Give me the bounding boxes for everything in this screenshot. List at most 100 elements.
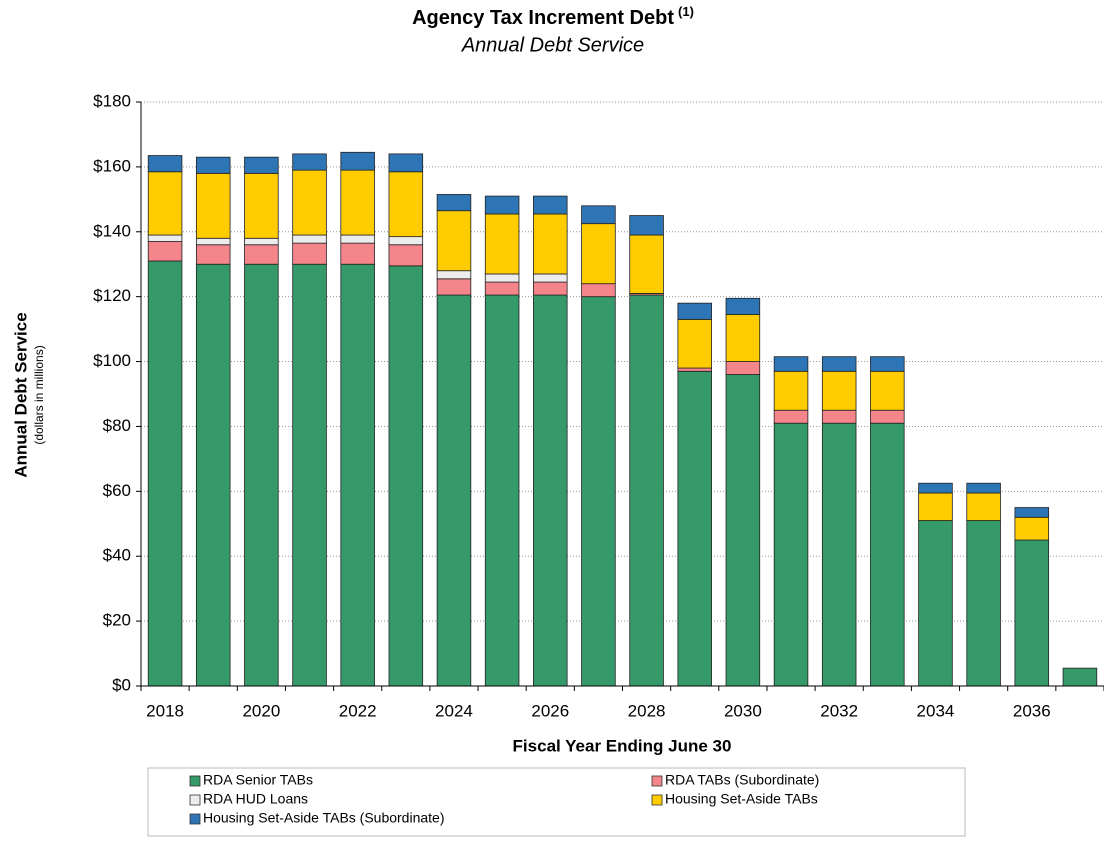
bar-segment (870, 370, 905, 411)
legend-label: RDA Senior TABs (203, 772, 313, 788)
bar-segment (773, 409, 809, 424)
bar-segment (292, 263, 327, 687)
bar-segment (147, 234, 183, 242)
bar-segment (677, 302, 712, 320)
bar-segment (244, 172, 279, 239)
bar-segment (918, 520, 953, 687)
bar-segment (918, 492, 953, 521)
bar-segment (484, 281, 520, 296)
bar-segment (340, 242, 375, 265)
bar-segment (484, 294, 520, 687)
x-tick-label: 2022 (339, 701, 377, 720)
bar-segment (1014, 516, 1050, 541)
bar-segment (581, 296, 616, 687)
bar-segment (484, 195, 520, 215)
bar-segment (292, 169, 327, 236)
bar-segment (195, 244, 231, 265)
bar-segment (966, 492, 1001, 521)
bar-segment (773, 356, 809, 372)
y-tick-label: $60 (103, 481, 131, 500)
bar-segment (244, 244, 279, 265)
bar-segment (244, 263, 279, 687)
bar-segment (147, 241, 183, 262)
bar-segment (436, 194, 472, 212)
bar-segment (629, 215, 664, 236)
y-tick-label: $180 (93, 91, 131, 110)
bar-segment (195, 156, 231, 174)
legend-swatch (189, 775, 201, 787)
bar-segment (821, 422, 857, 687)
bar-segment (147, 260, 183, 687)
y-tick-label: $120 (93, 286, 131, 305)
bar-segment (677, 318, 712, 369)
legend-label: Housing Set-Aside TABs (665, 791, 818, 807)
bar-segment (436, 210, 472, 272)
bar-segment (581, 205, 616, 225)
bar-segment (195, 263, 231, 687)
bar-segment (340, 263, 375, 687)
x-tick-label: 2026 (531, 701, 569, 720)
x-tick-label: 2032 (820, 701, 858, 720)
y-tick-label: $140 (93, 221, 131, 240)
bar-segment (244, 156, 279, 174)
x-tick-label: 2020 (242, 701, 280, 720)
x-tick-label: 2024 (435, 701, 473, 720)
bar-segment (292, 153, 327, 171)
bar-segment (821, 370, 857, 411)
bar-segment (388, 171, 424, 238)
x-tick-label: 2036 (1013, 701, 1051, 720)
y-tick-label: $40 (103, 546, 131, 565)
bar-segment (966, 482, 1001, 494)
legend-swatch (189, 813, 201, 825)
y-tick-label: $100 (93, 351, 131, 370)
x-axis-label: Fiscal Year Ending June 30 (513, 736, 732, 755)
legend-box (147, 767, 966, 837)
bar-segment (725, 361, 761, 375)
bar-segment (581, 283, 616, 298)
bar-segment (388, 265, 424, 687)
bar-segment (1062, 667, 1098, 687)
bar-segment (773, 422, 809, 687)
bar-segment (484, 213, 520, 275)
legend-swatch (189, 794, 201, 806)
bar-segment (725, 314, 761, 362)
bar-segment (821, 409, 857, 424)
y-axis-sublabel: (dollars in millions) (32, 345, 46, 444)
bar-segment (388, 244, 424, 267)
x-tick-label: 2018 (146, 701, 184, 720)
legend-label: RDA HUD Loans (203, 791, 308, 807)
y-axis-label: Annual Debt Service (11, 312, 30, 477)
bar-segment (629, 234, 664, 294)
bar-segment (629, 294, 664, 687)
bar-segment (966, 520, 1001, 687)
bar-segment (533, 213, 568, 275)
bar-segment (340, 234, 375, 244)
bar-segment (870, 356, 905, 372)
bar-segment (340, 151, 375, 171)
title-text: Agency Tax Increment Debt (412, 7, 674, 29)
bar-segment (1014, 507, 1050, 518)
y-tick-label: $80 (103, 416, 131, 435)
bar-segment (484, 273, 520, 283)
y-tick-label: $160 (93, 156, 131, 175)
bar-segment (870, 422, 905, 687)
bar-segment (195, 172, 231, 239)
y-tick-label: $20 (103, 611, 131, 630)
chart-title: Agency Tax Increment Debt (1) (412, 4, 694, 29)
bar-segment (870, 409, 905, 424)
chart-subtitle: Annual Debt Service (461, 34, 644, 56)
x-tick-label: 2030 (724, 701, 762, 720)
bar-segment (147, 155, 183, 173)
bar-segment (533, 281, 568, 296)
bar-segment (918, 482, 953, 494)
y-tick-label: $0 (112, 675, 131, 694)
bar-segment (388, 153, 424, 173)
bar-segment (292, 242, 327, 265)
bar-segment (533, 273, 568, 283)
bar-segment (725, 297, 761, 315)
bar-segment (581, 223, 616, 285)
bar-segment (147, 171, 183, 236)
bar-segment (677, 370, 712, 687)
